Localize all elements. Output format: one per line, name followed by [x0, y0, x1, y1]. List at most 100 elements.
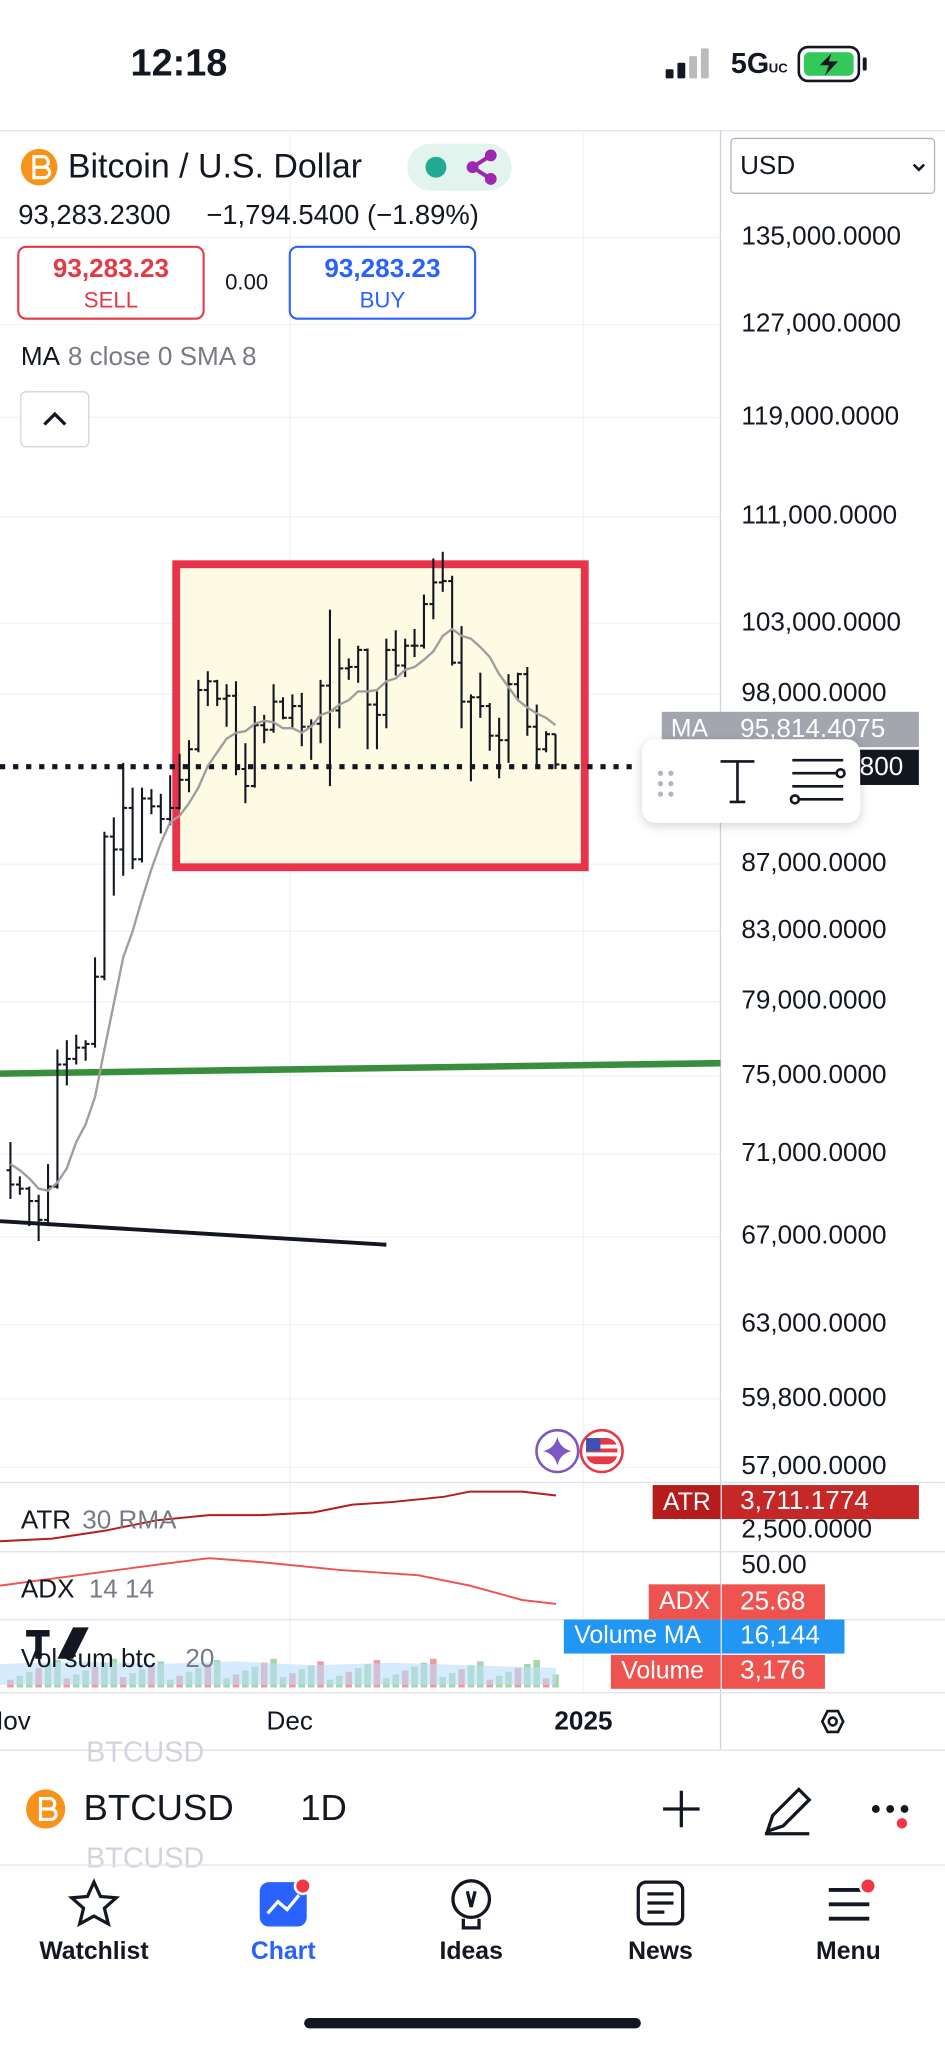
sell-button[interactable] [17, 245, 205, 320]
status-pill[interactable] [407, 143, 512, 191]
volume-params: 20 [185, 1643, 214, 1673]
ideas-icon-detail [461, 1890, 481, 1930]
atr-scale: 2,500.0000 [741, 1514, 872, 1544]
draw-button[interactable] [764, 1787, 812, 1836]
ma-line [9, 627, 557, 1192]
volume-ma-label: Volume MA [574, 1622, 701, 1649]
x-label: Nov [0, 1706, 31, 1736]
volume-ma-badge [563, 1619, 721, 1654]
sell-price: 93,283.23 [53, 253, 169, 283]
network-sub: UC [769, 61, 788, 76]
volume-ma-area [0, 1661, 557, 1685]
atr-badge-name: ATR [663, 1489, 711, 1516]
buy-price: 93,283.23 [324, 253, 440, 283]
menu-icon[interactable] [828, 1887, 870, 1921]
flag-icon [586, 1438, 618, 1465]
adx-scale: 50.00 [741, 1549, 806, 1579]
btc-icon [20, 148, 58, 186]
adx-badge-name: ADX [659, 1588, 710, 1615]
tab-label[interactable]: Watchlist [39, 1938, 148, 1965]
y-tick-label: 57,000.0000 [741, 1450, 886, 1480]
symbol-name: Bitcoin / U.S. Dollar [68, 147, 362, 185]
sell-label: SELL [84, 288, 138, 313]
sparkle [542, 1436, 572, 1466]
y-tick-label: 98,000.0000 [741, 677, 886, 707]
collapse-button[interactable] [20, 391, 90, 448]
tab-label[interactable]: News [628, 1938, 693, 1965]
tab-label[interactable]: Menu [816, 1938, 881, 1965]
y-tick-label: 63,000.0000 [741, 1307, 886, 1337]
ghost-symbol: BTCUSD [86, 1737, 204, 1769]
tab-label[interactable]: Ideas [439, 1938, 502, 1965]
volume-name: Vol sum btc [21, 1643, 156, 1673]
volume-label: Volume [621, 1657, 704, 1684]
news-icon[interactable] [636, 1880, 685, 1926]
badge-dot [293, 1876, 312, 1896]
atr-name: ATR [21, 1505, 71, 1535]
price-axis: 135,000.0000 127,000.0000 119,000.0000 111,… [741, 220, 901, 1480]
atr-badge-value: 3,711.1774 [740, 1485, 869, 1515]
text-tool[interactable] [720, 760, 755, 804]
bars [6, 551, 560, 1242]
price-badge-value: 800 [860, 751, 904, 781]
atr-badge [721, 1485, 919, 1520]
adx-line [0, 1557, 557, 1605]
indicator-name: MA [21, 341, 61, 371]
trend-line [0, 1059, 721, 1077]
y-tick-label: 79,000.0000 [741, 985, 886, 1015]
tv-logo [26, 1627, 89, 1659]
settings-icon[interactable] [820, 1709, 845, 1734]
more-button[interactable] [871, 1805, 909, 1829]
ghost-symbol: BTCUSD [86, 1843, 204, 1875]
tab-label[interactable]: Chart [251, 1938, 316, 1965]
news-icon-lines [647, 1892, 674, 1914]
badge-dot [858, 1876, 878, 1896]
share-icon [466, 149, 497, 185]
add-button[interactable] [663, 1790, 700, 1828]
symbol[interactable]: BTCUSD [84, 1787, 234, 1828]
adx-badge [721, 1584, 825, 1620]
adx-badge-value: 25.68 [740, 1585, 805, 1615]
y-tick-label: 75,000.0000 [741, 1059, 886, 1089]
atr-params: 30 RMA [82, 1505, 177, 1535]
y-tick-label: 103,000.0000 [741, 606, 901, 636]
trend-line [0, 1219, 387, 1247]
settings-dot [827, 1716, 838, 1727]
interval[interactable]: 1D [300, 1787, 347, 1828]
last-price: 93,283.2300 [18, 199, 170, 230]
signal-icon [665, 48, 709, 79]
volume-badge [610, 1654, 721, 1689]
buy-button[interactable] [288, 245, 477, 320]
volume-ma-value: 16,144 [740, 1619, 820, 1649]
volume-badge [721, 1654, 825, 1689]
ideas-icon[interactable] [451, 1879, 492, 1920]
network: 5G [731, 48, 769, 80]
y-tick-label: 87,000.0000 [741, 847, 886, 877]
line-style-tool[interactable] [789, 758, 846, 805]
y-tick-label: 135,000.0000 [741, 220, 901, 250]
btc-icon [26, 1789, 66, 1829]
drawing-toolbar [642, 739, 861, 823]
drag-handle[interactable] [657, 770, 674, 797]
clock: 12:18 [131, 42, 228, 84]
atr-line [0, 1490, 557, 1543]
adx-badge [648, 1584, 721, 1620]
x-label: 2025 [554, 1706, 612, 1736]
watchlist-icon[interactable] [67, 1878, 121, 1928]
volume-value: 3,176 [740, 1655, 805, 1685]
y-tick-label: 111,000.0000 [741, 500, 897, 530]
battery-icon [797, 45, 867, 83]
currency-select[interactable] [730, 137, 936, 194]
volume-ma-badge [721, 1619, 845, 1654]
y-tick-label: 67,000.0000 [741, 1220, 886, 1250]
y-tick-label: 127,000.0000 [741, 307, 901, 337]
change: −1,794.5400 (−1.89%) [206, 199, 479, 230]
adx-name: ADX [21, 1574, 75, 1604]
x-label: Dec [267, 1706, 313, 1736]
y-tick-label: 71,000.0000 [741, 1137, 886, 1167]
chart-icon-line [266, 1894, 301, 1915]
y-tick-label: 59,800.0000 [741, 1382, 886, 1412]
